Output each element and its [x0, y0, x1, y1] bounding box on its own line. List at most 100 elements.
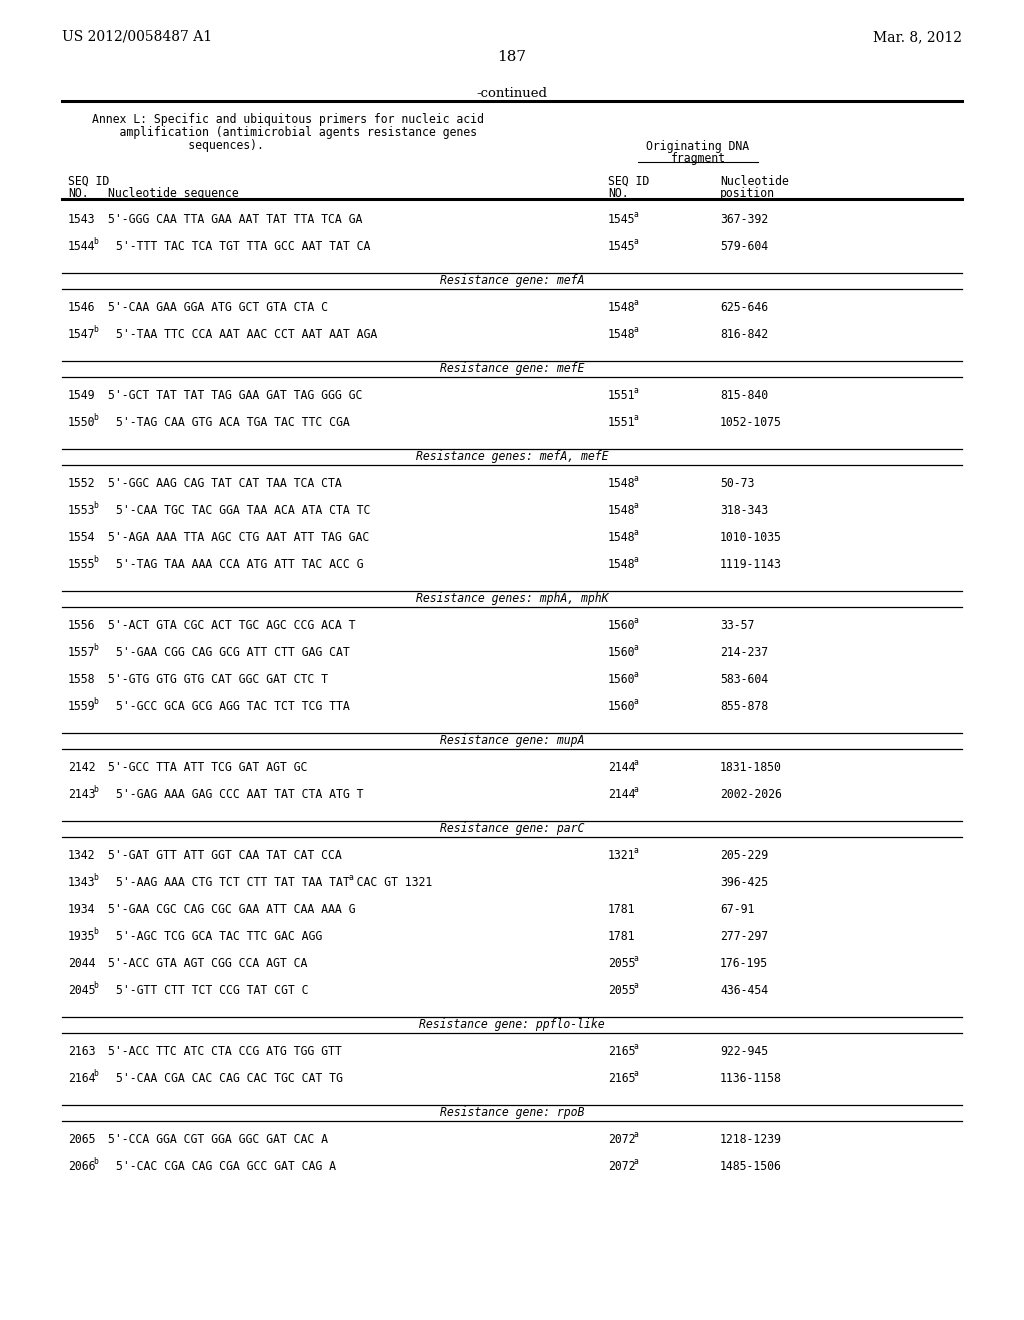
Text: 1548: 1548 — [608, 504, 636, 517]
Text: 855-878: 855-878 — [720, 700, 768, 713]
Text: 5'-AGA AAA TTA AGC CTG AAT ATT TAG GAC: 5'-AGA AAA TTA AGC CTG AAT ATT TAG GAC — [108, 531, 370, 544]
Text: 2164: 2164 — [68, 1072, 95, 1085]
Text: 5'-GGG CAA TTA GAA AAT TAT TTA TCA GA: 5'-GGG CAA TTA GAA AAT TAT TTA TCA GA — [108, 213, 362, 226]
Text: 5'-GCC GCA GCG AGG TAC TCT TCG TTA: 5'-GCC GCA GCG AGG TAC TCT TCG TTA — [116, 700, 350, 713]
Text: 2045: 2045 — [68, 983, 95, 997]
Text: 2002-2026: 2002-2026 — [720, 788, 782, 801]
Text: SEQ ID: SEQ ID — [68, 176, 110, 187]
Text: 1831-1850: 1831-1850 — [720, 762, 782, 774]
Text: 1321: 1321 — [608, 849, 636, 862]
Text: Resistance gene: parC: Resistance gene: parC — [440, 822, 584, 836]
Text: a: a — [633, 616, 638, 624]
Text: 1556: 1556 — [68, 619, 95, 632]
Text: 1935: 1935 — [68, 931, 95, 942]
Text: Resistance gene: mefA: Resistance gene: mefA — [440, 275, 584, 286]
Text: 816-842: 816-842 — [720, 327, 768, 341]
Text: 1550: 1550 — [68, 416, 95, 429]
Text: b: b — [93, 1069, 98, 1078]
Text: 5'-TAA TTC CCA AAT AAC CCT AAT AAT AGA: 5'-TAA TTC CCA AAT AAC CCT AAT AAT AGA — [116, 327, 377, 341]
Text: 5'-CAC CGA CAG CGA GCC GAT CAG A: 5'-CAC CGA CAG CGA GCC GAT CAG A — [116, 1160, 336, 1173]
Text: Resistance gene: mupA: Resistance gene: mupA — [440, 734, 584, 747]
Text: a: a — [633, 210, 638, 219]
Text: Resistance gene: mefE: Resistance gene: mefE — [440, 362, 584, 375]
Text: Mar. 8, 2012: Mar. 8, 2012 — [873, 30, 962, 44]
Text: 396-425: 396-425 — [720, 876, 768, 888]
Text: 1551: 1551 — [608, 416, 636, 429]
Text: US 2012/0058487 A1: US 2012/0058487 A1 — [62, 30, 212, 44]
Text: 5'-GTG GTG GTG CAT GGC GAT CTC T: 5'-GTG GTG GTG CAT GGC GAT CTC T — [108, 673, 328, 686]
Text: 2142: 2142 — [68, 762, 95, 774]
Text: Annex L: Specific and ubiquitous primers for nucleic acid: Annex L: Specific and ubiquitous primers… — [92, 114, 484, 125]
Text: Resistance genes: mphA, mphK: Resistance genes: mphA, mphK — [416, 591, 608, 605]
Text: a: a — [633, 1041, 638, 1051]
Text: 1934: 1934 — [68, 903, 95, 916]
Text: 176-195: 176-195 — [720, 957, 768, 970]
Text: a: a — [633, 846, 638, 855]
Text: 1781: 1781 — [608, 903, 636, 916]
Text: position: position — [720, 187, 775, 201]
Text: a: a — [633, 697, 638, 706]
Text: 5'-TAG CAA GTG ACA TGA TAC TTC CGA: 5'-TAG CAA GTG ACA TGA TAC TTC CGA — [116, 416, 350, 429]
Text: a: a — [633, 325, 638, 334]
Text: 1545: 1545 — [608, 240, 636, 253]
Text: a: a — [633, 954, 638, 964]
Text: 579-604: 579-604 — [720, 240, 768, 253]
Text: 1560: 1560 — [608, 619, 636, 632]
Text: Resistance genes: mefA, mefE: Resistance genes: mefA, mefE — [416, 450, 608, 463]
Text: 5'-CAA TGC TAC GGA TAA ACA ATA CTA TC: 5'-CAA TGC TAC GGA TAA ACA ATA CTA TC — [116, 504, 371, 517]
Text: 214-237: 214-237 — [720, 645, 768, 659]
Text: 2055: 2055 — [608, 957, 636, 970]
Text: 1559: 1559 — [68, 700, 95, 713]
Text: 5'-TAG TAA AAA CCA ATG ATT TAC ACC G: 5'-TAG TAA AAA CCA ATG ATT TAC ACC G — [116, 558, 364, 572]
Text: 5'-ACT GTA CGC ACT TGC AGC CCG ACA T: 5'-ACT GTA CGC ACT TGC AGC CCG ACA T — [108, 619, 355, 632]
Text: 1548: 1548 — [608, 301, 636, 314]
Text: 1548: 1548 — [608, 477, 636, 490]
Text: 5'-GTT CTT TCT CCG TAT CGT C: 5'-GTT CTT TCT CCG TAT CGT C — [116, 983, 308, 997]
Text: 2165: 2165 — [608, 1072, 636, 1085]
Text: b: b — [93, 554, 98, 564]
Text: 5'-CAA CGA CAC CAG CAC TGC CAT TG: 5'-CAA CGA CAC CAG CAC TGC CAT TG — [116, 1072, 343, 1085]
Text: b: b — [93, 643, 98, 652]
Text: 1546: 1546 — [68, 301, 95, 314]
Text: a: a — [633, 385, 638, 395]
Text: b: b — [93, 1158, 98, 1166]
Text: 1548: 1548 — [608, 327, 636, 341]
Text: 1557: 1557 — [68, 645, 95, 659]
Text: 2165: 2165 — [608, 1045, 636, 1059]
Text: amplification (antimicrobial agents resistance genes: amplification (antimicrobial agents resi… — [92, 125, 477, 139]
Text: 2055: 2055 — [608, 983, 636, 997]
Text: 922-945: 922-945 — [720, 1045, 768, 1059]
Text: Nucleotide: Nucleotide — [720, 176, 788, 187]
Text: 1555: 1555 — [68, 558, 95, 572]
Text: a: a — [633, 1158, 638, 1166]
Text: b: b — [93, 785, 98, 795]
Text: 5'-GAT GTT ATT GGT CAA TAT CAT CCA: 5'-GAT GTT ATT GGT CAA TAT CAT CCA — [108, 849, 342, 862]
Text: b: b — [93, 981, 98, 990]
Text: 5'-GCT TAT TAT TAG GAA GAT TAG GGG GC: 5'-GCT TAT TAT TAG GAA GAT TAG GGG GC — [108, 389, 362, 403]
Text: a: a — [633, 1130, 638, 1139]
Text: a: a — [633, 758, 638, 767]
Text: a: a — [633, 528, 638, 537]
Text: b: b — [93, 413, 98, 422]
Text: 1052-1075: 1052-1075 — [720, 416, 782, 429]
Text: 1560: 1560 — [608, 673, 636, 686]
Text: 1553: 1553 — [68, 504, 95, 517]
Text: sequences).: sequences). — [92, 139, 264, 152]
Text: 2072: 2072 — [608, 1133, 636, 1146]
Text: a: a — [633, 554, 638, 564]
Text: SEQ ID: SEQ ID — [608, 176, 649, 187]
Text: 1551: 1551 — [608, 389, 636, 403]
Text: fragment: fragment — [671, 152, 725, 165]
Text: b: b — [93, 502, 98, 510]
Text: 1548: 1548 — [608, 558, 636, 572]
Text: 5'-GCC TTA ATT TCG GAT AGT GC: 5'-GCC TTA ATT TCG GAT AGT GC — [108, 762, 307, 774]
Text: 5'-GAA CGC CAG CGC GAA ATT CAA AAA G: 5'-GAA CGC CAG CGC GAA ATT CAA AAA G — [108, 903, 355, 916]
Text: 1343: 1343 — [68, 876, 95, 888]
Text: 1136-1158: 1136-1158 — [720, 1072, 782, 1085]
Text: 2065: 2065 — [68, 1133, 95, 1146]
Text: Resistance gene: ppflo-like: Resistance gene: ppflo-like — [419, 1018, 605, 1031]
Text: a: a — [633, 1069, 638, 1078]
Text: 1548: 1548 — [608, 531, 636, 544]
Text: a: a — [633, 502, 638, 510]
Text: 1218-1239: 1218-1239 — [720, 1133, 782, 1146]
